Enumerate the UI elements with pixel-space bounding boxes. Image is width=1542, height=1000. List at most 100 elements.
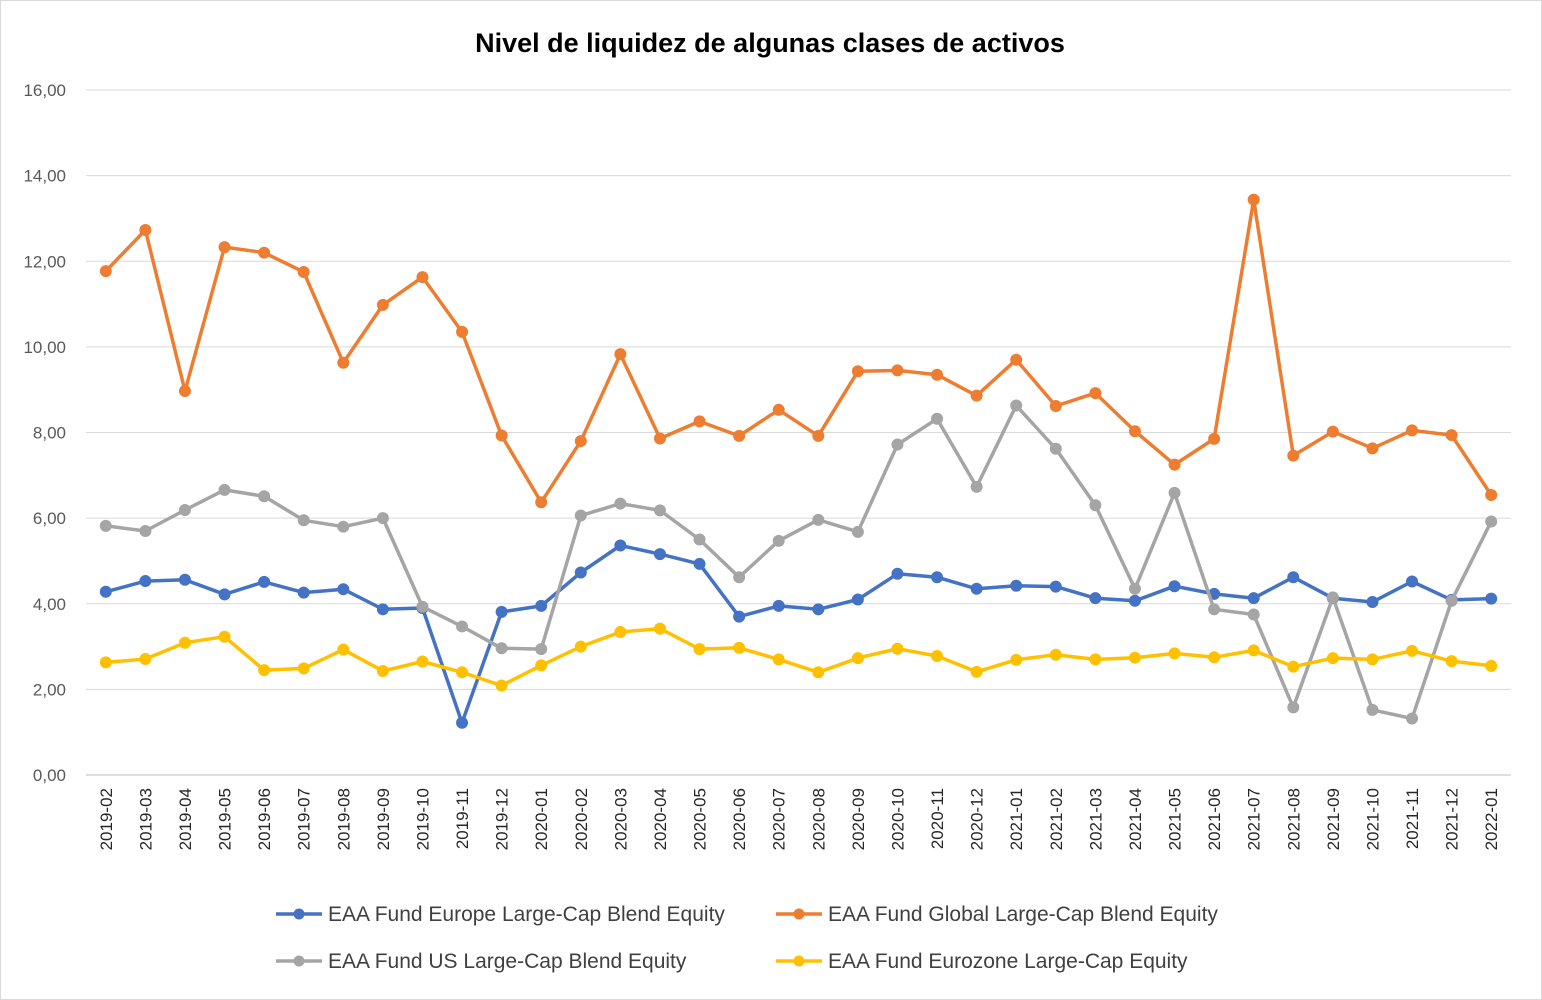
data-point xyxy=(733,610,746,623)
legend-item: EAA Fund Global Large-Cap Blend Equity xyxy=(776,903,1218,926)
data-point xyxy=(614,539,627,552)
data-point xyxy=(1406,575,1419,588)
data-point xyxy=(1089,499,1102,512)
data-point xyxy=(297,514,310,527)
data-point xyxy=(258,490,271,503)
x-tick-label: 2021-09 xyxy=(1324,788,1343,850)
y-axis-ticks: 0,00 2,00 4,00 6,00 8,00 10,00 12,00 14,00 16,00 xyxy=(23,81,66,785)
data-point xyxy=(772,403,785,416)
y-tick-label: 14,00 xyxy=(23,167,66,186)
data-point xyxy=(891,567,904,580)
data-point xyxy=(297,586,310,599)
x-tick-label: 2020-08 xyxy=(809,788,828,850)
data-point xyxy=(812,603,825,616)
x-tick-label: 2021-08 xyxy=(1284,788,1303,850)
data-point xyxy=(891,364,904,377)
data-point xyxy=(772,653,785,666)
legend-item: EAA Fund Europe Large-Cap Blend Equity xyxy=(276,903,725,926)
data-point xyxy=(1247,608,1260,621)
data-point xyxy=(693,415,706,428)
data-point xyxy=(178,573,191,586)
data-point xyxy=(1208,651,1221,664)
data-point xyxy=(139,524,152,537)
data-point xyxy=(1406,424,1419,437)
x-tick-label: 2019-09 xyxy=(374,788,393,850)
x-tick-label: 2019-11 xyxy=(453,788,472,849)
data-point xyxy=(297,662,310,675)
data-point xyxy=(178,384,191,397)
data-point xyxy=(851,525,864,538)
x-tick-label: 2019-10 xyxy=(413,788,432,850)
data-point xyxy=(653,548,666,561)
data-point xyxy=(1326,591,1339,604)
data-point xyxy=(99,656,112,669)
data-point xyxy=(1128,582,1141,595)
data-point xyxy=(1406,712,1419,725)
x-tick-label: 2019-12 xyxy=(493,788,512,850)
x-tick-label: 2020-10 xyxy=(888,788,907,850)
legend-label: EAA Fund Europe Large-Cap Blend Equity xyxy=(328,903,725,926)
data-point xyxy=(970,665,983,678)
legend-label: EAA Fund US Large-Cap Blend Equity xyxy=(328,950,687,973)
data-point xyxy=(1287,701,1300,714)
data-point xyxy=(1247,193,1260,206)
y-tick-label: 12,00 xyxy=(23,252,66,271)
legend-swatch-marker xyxy=(293,955,305,967)
data-point xyxy=(99,519,112,532)
data-point xyxy=(1366,442,1379,455)
data-point xyxy=(812,666,825,679)
data-point xyxy=(1445,429,1458,442)
data-point xyxy=(931,412,944,425)
data-point xyxy=(1168,647,1181,660)
y-tick-label: 16,00 xyxy=(23,81,66,100)
data-point xyxy=(1049,399,1062,412)
legend-item: EAA Fund Eurozone Large-Cap Equity xyxy=(776,950,1188,973)
data-point xyxy=(495,429,508,442)
x-tick-label: 2020-05 xyxy=(691,788,710,850)
data-point xyxy=(614,626,627,639)
data-point xyxy=(218,241,231,254)
data-point xyxy=(772,534,785,547)
data-point xyxy=(970,480,983,493)
x-tick-label: 2019-07 xyxy=(295,788,314,850)
x-tick-label: 2019-03 xyxy=(136,788,155,850)
x-tick-label: 2019-04 xyxy=(176,788,195,850)
data-point xyxy=(297,265,310,278)
data-point xyxy=(970,389,983,402)
legend-item: EAA Fund US Large-Cap Blend Equity xyxy=(276,950,687,973)
data-point xyxy=(574,435,587,448)
x-tick-label: 2020-03 xyxy=(611,788,630,850)
series-line xyxy=(104,543,1493,725)
data-point xyxy=(337,520,350,533)
data-point xyxy=(693,533,706,546)
x-tick-label: 2021-02 xyxy=(1047,788,1066,850)
data-point xyxy=(614,497,627,510)
x-tick-label: 2019-02 xyxy=(97,788,116,850)
series-4 xyxy=(99,622,1498,692)
legend-swatch-marker xyxy=(793,955,805,967)
data-point xyxy=(218,630,231,643)
series-line xyxy=(104,197,1493,505)
x-tick-label: 2021-06 xyxy=(1205,788,1224,850)
data-point xyxy=(931,649,944,662)
data-point xyxy=(1168,580,1181,593)
series-2 xyxy=(99,193,1498,509)
data-point xyxy=(1287,449,1300,462)
data-point xyxy=(495,679,508,692)
data-point xyxy=(891,438,904,451)
data-point xyxy=(574,509,587,522)
data-point xyxy=(456,666,469,679)
y-tick-label: 8,00 xyxy=(33,424,66,443)
data-point xyxy=(218,483,231,496)
data-point xyxy=(416,655,429,668)
data-point xyxy=(1366,653,1379,666)
data-point xyxy=(535,643,548,656)
data-point xyxy=(1326,652,1339,665)
data-point xyxy=(891,642,904,655)
series-lines xyxy=(99,193,1498,729)
data-point xyxy=(653,504,666,517)
data-point xyxy=(1089,653,1102,666)
data-point xyxy=(1366,703,1379,716)
data-point xyxy=(1128,425,1141,438)
data-point xyxy=(337,643,350,656)
